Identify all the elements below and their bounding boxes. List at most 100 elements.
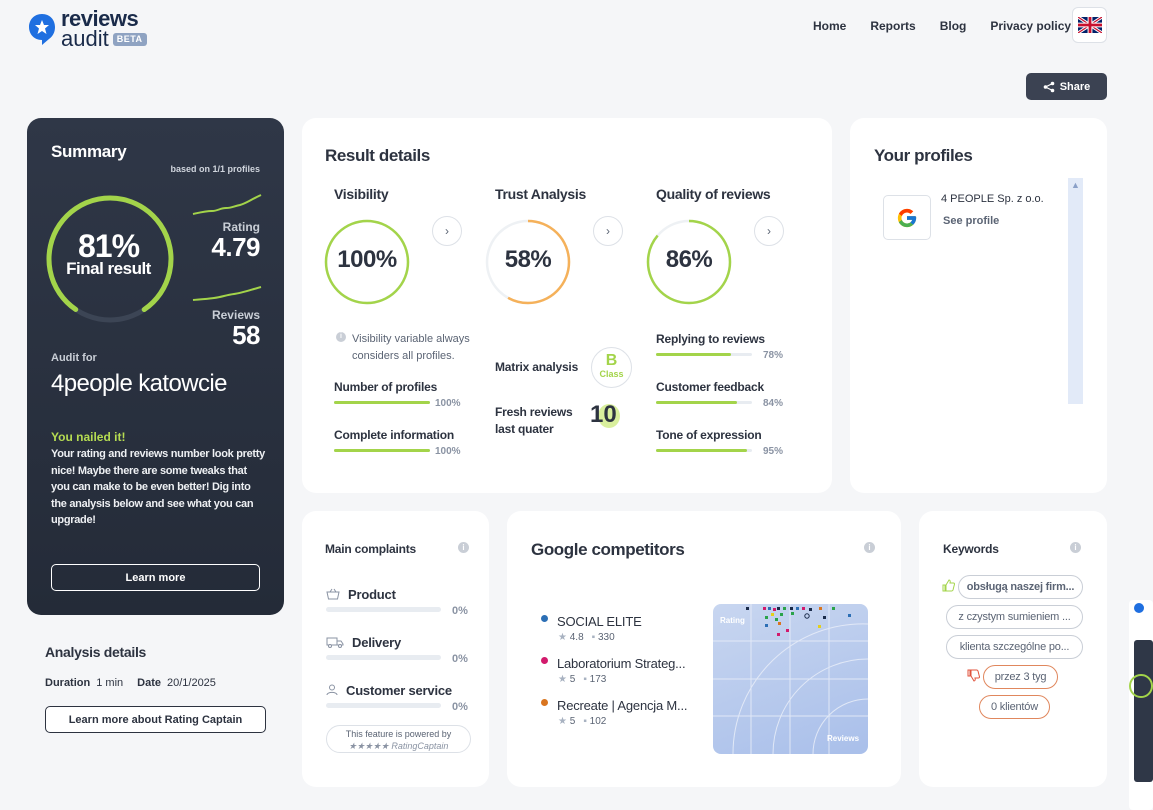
competitor-rating: 5 [569, 674, 576, 685]
competitors-map[interactable]: Rating Reviews [713, 604, 868, 754]
floating-widget-peek[interactable] [1127, 600, 1153, 810]
complaint-product-bar [326, 607, 441, 612]
competitor-points [746, 607, 851, 636]
nav-reports[interactable]: Reports [870, 19, 916, 33]
chevron-right-icon: › [445, 224, 449, 238]
fresh-reviews-value: 10 [590, 401, 617, 428]
result-details-title: Result details [325, 146, 430, 165]
your-profiles-title: Your profiles [874, 146, 973, 165]
keyword-chip[interactable]: 0 klientów [979, 695, 1050, 719]
competitor-color-dot [541, 657, 548, 664]
chevron-right-icon: › [767, 224, 771, 238]
language-switcher[interactable] [1072, 7, 1107, 43]
competitor-rating: 4.8 [569, 632, 584, 643]
keyword-chip[interactable]: obsługą naszej firm... [958, 575, 1083, 599]
rating-value: 4.79 [211, 232, 260, 262]
star-icon: ★ [558, 674, 567, 685]
competitor-rating: 5 [569, 716, 576, 727]
keyword-chip[interactable]: przez 3 tyg [983, 665, 1058, 689]
trust-details-button[interactable]: › [593, 216, 623, 246]
comment-icon: ▪ [583, 674, 587, 685]
competitor-reviews: 330 [597, 632, 615, 643]
keywords-title: Keywords [943, 542, 999, 556]
trust-value: 58% [504, 246, 552, 273]
scroll-up-icon[interactable]: ▲ [1071, 180, 1080, 190]
info-icon[interactable]: i [864, 542, 875, 553]
uk-flag-icon [1077, 17, 1102, 33]
tone-label: Tone of expression [656, 428, 762, 442]
keyword-chip[interactable]: z czystym sumieniem ... [946, 605, 1083, 629]
google-icon [897, 208, 917, 227]
complaint-customer-service-pct: 0% [452, 701, 468, 713]
reviews-value: 58 [232, 320, 260, 350]
complaint-delivery-pct: 0% [452, 653, 468, 665]
fresh-reviews-label: Fresh reviews last quater [495, 405, 573, 436]
reviews-sparkline [192, 286, 262, 301]
customer-feedback-bar [656, 401, 752, 404]
powered-by-badge[interactable]: This feature is powered by ★★★★★ RatingC… [326, 725, 471, 753]
info-icon[interactable]: i [1070, 542, 1081, 553]
star-icon: ★ [558, 716, 567, 727]
learn-more-button[interactable]: Learn more [51, 564, 260, 591]
visibility-title: Visibility [334, 186, 389, 202]
main-nav: Home Reports Blog Privacy policy [813, 19, 1071, 33]
visibility-details-button[interactable]: › [432, 216, 462, 246]
competitor-reviews: 102 [589, 716, 607, 727]
visibility-ring [324, 219, 410, 305]
nailed-text: Your rating and reviews number look pret… [51, 448, 265, 526]
competitor-meta: ★ 5 ▪ 173 [558, 674, 606, 685]
quality-details-button[interactable]: › [754, 216, 784, 246]
complaint-customer-service-label: Customer service [346, 683, 452, 698]
rating-label: Rating [222, 220, 260, 234]
audit-for-label: Audit for [51, 352, 97, 364]
quality-title: Quality of reviews [656, 186, 771, 202]
competitors-scatter: Rating Reviews [713, 604, 868, 754]
nav-blog[interactable]: Blog [939, 19, 967, 33]
matrix-class-badge: B Class [591, 347, 632, 388]
beta-badge: BETA [112, 32, 147, 46]
comment-icon: ▪ [583, 716, 587, 727]
complaint-customer-service-bar [326, 703, 441, 708]
logo[interactable]: reviews audit BETA [27, 8, 147, 50]
logo-star-icon [27, 12, 57, 46]
learn-more-rating-captain-button[interactable]: Learn more about Rating Captain [45, 706, 266, 733]
date-value: 20/1/2025 [166, 677, 216, 689]
competitor-color-dot [541, 615, 548, 622]
share-button[interactable]: Share [1026, 73, 1107, 100]
matrix-class-word: Class [599, 369, 624, 379]
matrix-class-letter: B [605, 352, 618, 369]
customer-feedback-pct: 84% [763, 398, 784, 409]
number-of-profiles-pct: 100% [435, 398, 461, 409]
info-icon[interactable]: i [458, 542, 469, 553]
main-complaints-title: Main complaints [325, 542, 417, 556]
see-profile-link[interactable]: See profile [943, 215, 1000, 227]
rating-sparkline [192, 194, 262, 215]
keyword-chip[interactable]: klienta szczególne po... [946, 635, 1083, 659]
info-icon: i [336, 332, 346, 342]
complaint-delivery-label: Delivery [352, 635, 401, 650]
profiles-scrollbar[interactable] [1068, 178, 1083, 404]
number-of-profiles-label: Number of profiles [334, 380, 438, 394]
nav-privacy-policy[interactable]: Privacy policy [990, 19, 1072, 33]
competitor-name: Recreate | Agencja M... [557, 698, 688, 713]
share-label: Share [1059, 80, 1091, 93]
nav-home[interactable]: Home [813, 19, 847, 33]
complaint-product-pct: 0% [452, 605, 468, 617]
logo-text-bottom: audit [61, 26, 109, 51]
truck-icon [326, 637, 344, 648]
replying-pct: 78% [763, 350, 784, 361]
comment-icon: ▪ [591, 632, 596, 643]
complete-information-pct: 100% [435, 446, 461, 457]
final-result-gauge [46, 195, 174, 323]
reviews-label: Reviews [211, 308, 260, 322]
tone-pct: 95% [763, 446, 784, 457]
result-details-card [302, 118, 832, 493]
competitor-name: Laboratorium Strateg... [557, 656, 686, 671]
fresh-reviews-highlight [598, 404, 620, 428]
quality-ring [646, 219, 732, 305]
matrix-analysis-label: Matrix analysis [495, 360, 579, 374]
google-profile-logo [883, 195, 931, 240]
tone-bar [656, 449, 752, 452]
trust-title: Trust Analysis [495, 186, 586, 202]
logo-text-top: reviews [61, 6, 139, 31]
